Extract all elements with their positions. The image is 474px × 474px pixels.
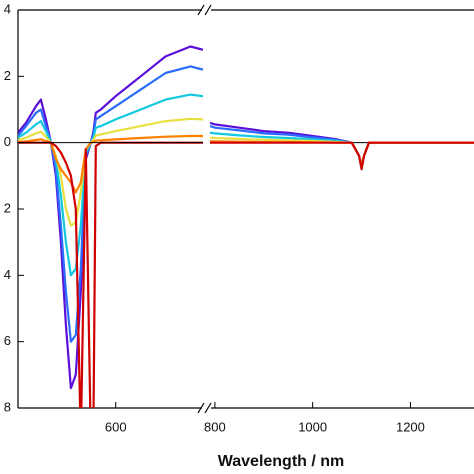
- spectrum-line: [210, 125, 474, 167]
- spectrum-line: [210, 141, 474, 171]
- spectrum-line: [18, 65, 203, 343]
- spectrum-line: [18, 93, 203, 277]
- x-tick-label: 800: [204, 419, 226, 434]
- y-tick-label: 0: [4, 134, 11, 149]
- spectrum-line: [18, 141, 203, 408]
- spectrum-line: [210, 131, 474, 167]
- x-tick-label: 1000: [298, 419, 327, 434]
- y-tick-label: 8: [4, 399, 11, 414]
- spectrum-line: [18, 134, 203, 194]
- spectrum-line: [210, 121, 474, 167]
- y-tick-label: 6: [4, 333, 11, 348]
- x-tick-label: 600: [105, 419, 127, 434]
- y-tick-label: 2: [4, 68, 11, 83]
- plot-area: [18, 45, 203, 408]
- x-tick-label: 1200: [396, 419, 425, 434]
- plot-area: [210, 121, 474, 171]
- y-tick-label: 4: [4, 267, 11, 282]
- y-tick-label: 2: [4, 200, 11, 215]
- spectrum-line: [18, 117, 203, 227]
- spectrum-line: [210, 140, 474, 167]
- y-tick-label: 4: [4, 1, 11, 16]
- x-axis-label: Wavelength / nm: [218, 453, 345, 470]
